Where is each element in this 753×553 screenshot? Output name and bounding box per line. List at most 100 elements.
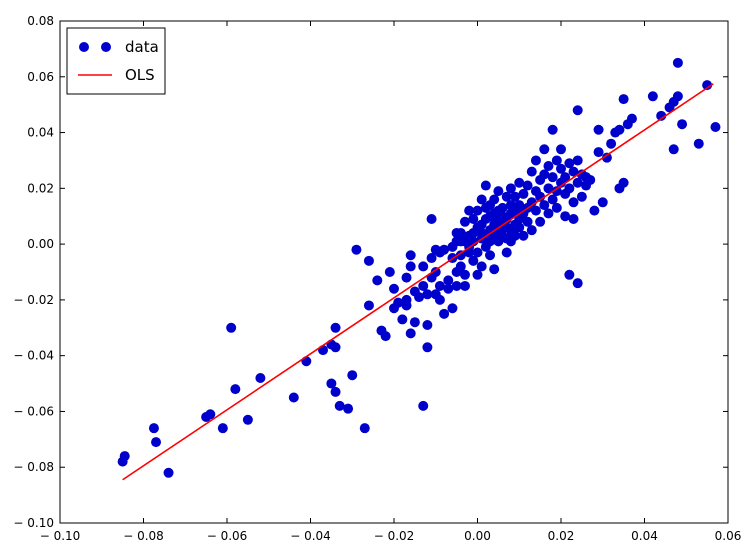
data-point <box>514 222 525 233</box>
data-point <box>372 275 383 286</box>
x-tick-label: − 0.08 <box>123 529 164 543</box>
data-point <box>288 392 299 403</box>
data-point <box>593 124 604 135</box>
data-point <box>526 225 537 236</box>
legend: data OLS <box>66 27 166 95</box>
data-point <box>418 261 429 272</box>
data-point <box>489 194 500 205</box>
data-point <box>434 280 445 291</box>
data-point <box>530 155 541 166</box>
data-point <box>601 152 612 163</box>
data-point <box>677 119 688 130</box>
data-point <box>672 91 683 102</box>
data-point <box>230 384 241 395</box>
data-point <box>568 166 579 177</box>
data-point <box>422 342 433 353</box>
data-point <box>593 147 604 158</box>
data-point <box>468 255 479 266</box>
plot-layer <box>117 57 721 481</box>
data-point <box>556 144 566 155</box>
data-point <box>334 400 345 411</box>
data-point <box>418 280 429 291</box>
data-point <box>401 272 412 283</box>
data-point <box>151 437 162 448</box>
data-point <box>468 214 479 225</box>
data-point <box>576 191 587 202</box>
data-point <box>255 372 266 383</box>
data-point <box>301 356 312 367</box>
data-point <box>472 247 483 258</box>
data-point <box>547 172 558 183</box>
data-point <box>489 264 500 275</box>
data-point <box>384 267 395 277</box>
data-point <box>501 247 512 258</box>
data-point <box>585 174 596 185</box>
data-point <box>205 409 216 420</box>
data-point <box>397 314 408 325</box>
data-point <box>242 414 253 425</box>
x-tick-label: − 0.06 <box>207 529 248 543</box>
data-point <box>330 342 341 353</box>
y-tick-label: 0.06 <box>27 70 54 84</box>
data-point <box>455 250 466 261</box>
data-point <box>405 328 416 339</box>
data-point <box>560 172 571 183</box>
data-point <box>551 186 562 197</box>
y-tick-label: − 0.08 <box>13 460 54 474</box>
data-point <box>414 292 425 303</box>
data-point <box>485 250 496 261</box>
tick-layer: − 0.10 − 0.08 − 0.06 − 0.04 − 0.02 0.00 0.02 0.… <box>13 14 741 543</box>
y-tick-label: − 0.10 <box>13 516 54 530</box>
x-tick-label: − 0.10 <box>40 529 81 543</box>
data-point <box>547 124 558 135</box>
data-point <box>518 230 529 241</box>
data-point <box>560 211 571 222</box>
data-point <box>119 451 130 462</box>
data-point <box>493 186 504 197</box>
data-point <box>618 94 629 105</box>
data-point <box>148 423 159 434</box>
y-tick-label: 0.02 <box>27 181 54 195</box>
data-point <box>439 308 450 319</box>
data-point <box>476 261 487 272</box>
data-point <box>564 158 575 169</box>
data-point <box>330 322 341 333</box>
data-point <box>443 275 454 286</box>
data-point <box>472 205 483 216</box>
data-point <box>530 205 541 216</box>
data-point <box>455 261 466 272</box>
data-point <box>330 386 341 397</box>
data-point <box>518 188 529 199</box>
data-point <box>343 403 354 414</box>
data-point <box>535 216 546 227</box>
data-point <box>363 300 374 311</box>
ols-fit-line <box>122 83 714 481</box>
y-tick-label: − 0.02 <box>13 293 54 307</box>
data-point <box>501 191 512 202</box>
data-point <box>464 205 475 216</box>
data-point <box>568 214 579 225</box>
data-point <box>647 91 658 102</box>
data-point <box>626 113 637 124</box>
data-point <box>443 283 454 294</box>
data-point <box>589 205 600 216</box>
data-point <box>514 177 525 188</box>
data-point <box>572 105 583 116</box>
data-point <box>564 269 575 280</box>
data-point <box>522 180 533 191</box>
x-tick-label: 0.04 <box>631 529 658 543</box>
data-point <box>668 144 679 155</box>
data-point <box>535 191 546 202</box>
data-point <box>568 197 579 208</box>
data-point <box>505 183 516 194</box>
data-point <box>380 331 391 342</box>
x-tick-label: 0.00 <box>464 529 491 543</box>
data-point <box>401 300 412 311</box>
data-point <box>226 322 237 333</box>
data-point <box>710 121 721 132</box>
data-point <box>430 267 441 277</box>
data-point <box>455 227 466 238</box>
data-point <box>672 57 683 68</box>
data-point <box>614 124 625 135</box>
